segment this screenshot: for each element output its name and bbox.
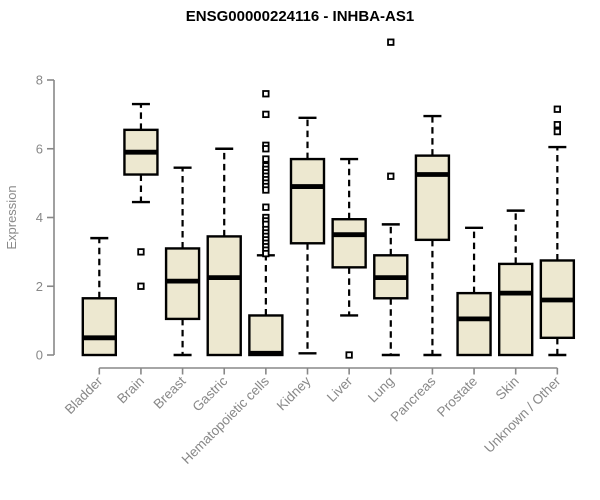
boxplot-group-hematopoietic-cells [248, 90, 284, 357]
x-label-prostate: Prostate [434, 374, 480, 420]
boxplot-group-prostate [456, 226, 492, 357]
box-liver [331, 218, 367, 269]
outlier-lung [387, 38, 395, 46]
outlier-unknown-other [553, 121, 561, 129]
box-prostate [456, 291, 492, 357]
boxplot-group-liver [331, 157, 367, 359]
boxplot-group-bladder [81, 236, 118, 357]
outlier-hematopoietic-cells [262, 155, 270, 163]
boxplot-group-breast [164, 166, 201, 357]
x-label-liver: Liver [324, 373, 356, 405]
outlier-brain [137, 248, 145, 256]
outlier-hematopoietic-cells [262, 203, 270, 211]
outlier-hematopoietic-cells [262, 145, 270, 153]
outlier-hematopoietic-cells [262, 90, 270, 98]
x-label-lung: Lung [365, 374, 397, 406]
boxplot-group-pancreas [414, 114, 451, 357]
outlier-brain [137, 282, 145, 290]
box-skin [498, 262, 534, 357]
y-tick-label-2: 2 [36, 279, 43, 294]
y-tick-label-8: 8 [36, 73, 43, 88]
boxplot-group-gastric [206, 147, 242, 357]
outlier-hematopoietic-cells [262, 110, 270, 119]
x-label-unknown-other: Unknown / Other [481, 373, 564, 456]
outlier-unknown-other [553, 105, 561, 113]
y-axis-title: Expression [4, 185, 19, 249]
x-label-kidney: Kidney [274, 373, 314, 413]
x-label-gastric: Gastric [189, 373, 230, 414]
outlier-liver [345, 351, 353, 359]
box-hematopoietic-cells [248, 314, 284, 357]
outlier-hematopoietic-cells [262, 249, 270, 258]
box-breast [164, 247, 201, 321]
y-tick-label-0: 0 [36, 348, 43, 363]
chart-title: ENSG00000224116 - INHBA-AS1 [186, 8, 414, 25]
y-tick-label-6: 6 [36, 141, 43, 156]
x-label-breast: Breast [150, 373, 188, 411]
x-label-skin: Skin [493, 374, 522, 403]
y-tick-label-4: 4 [36, 210, 43, 225]
x-label-brain: Brain [114, 374, 147, 407]
x-label-pancreas: Pancreas [388, 373, 439, 424]
outlier-hematopoietic-cells [262, 186, 270, 194]
outlier-lung [387, 172, 395, 180]
boxplot-group-brain [123, 102, 159, 290]
boxplot-group-lung [373, 38, 409, 357]
boxplot-group-unknown-other [539, 105, 576, 357]
box-kidney [289, 157, 326, 245]
box-pancreas [414, 154, 451, 242]
boxplot-group-skin [498, 209, 534, 357]
box-gastric [206, 235, 242, 357]
x-label-bladder: Bladder [62, 373, 106, 417]
outlier-unknown-other [553, 127, 561, 136]
boxplot-group-kidney [289, 116, 326, 355]
box-bladder [81, 297, 118, 357]
